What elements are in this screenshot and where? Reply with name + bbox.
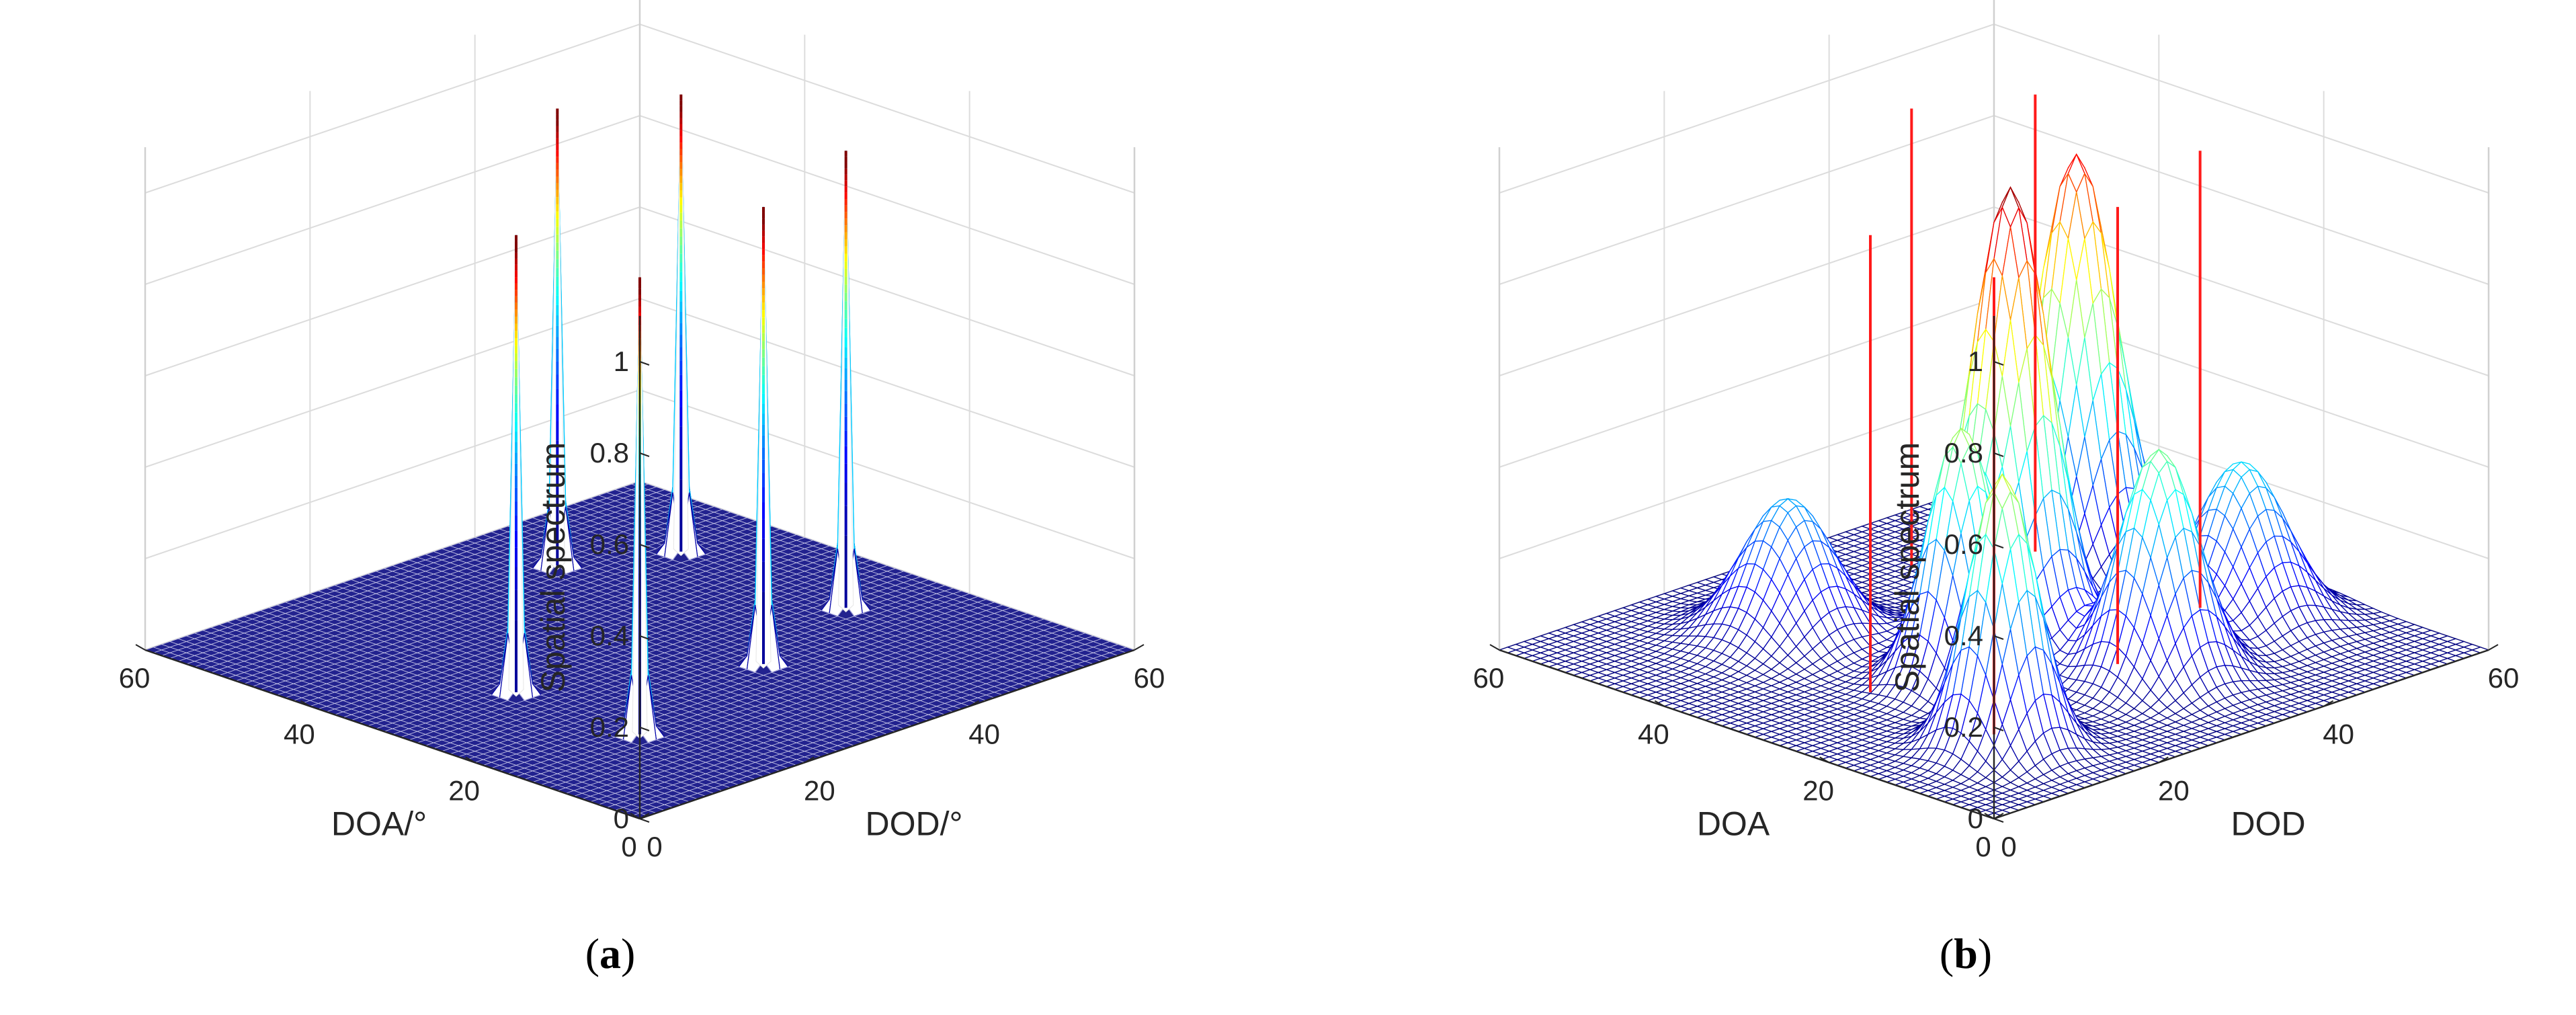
x-axis-label: DOA/° [331,805,427,843]
x-axis-label: DOA [1697,805,1770,843]
y-tick-label: 20 [804,774,835,806]
z-tick-label: 0 [1968,803,1983,834]
z-tick-label: 0.8 [1944,437,1983,469]
z-axis: 0 0.2 0.4 0.6 0.8 1 Spatial spectrum [534,316,650,834]
x-tick-label: 20 [1802,774,1834,806]
z-tick-label: 0.2 [590,711,629,743]
panel-caption: (b) [1940,930,1992,977]
peak-spikes [508,94,854,739]
z-axis-label: Spatial spectrum [534,442,572,692]
y-axis-label: DOD [2231,805,2305,843]
y-tick-label: 20 [2158,774,2190,806]
x-tick-label: 0 [1975,831,1991,862]
y-tick-label: 60 [1134,662,1165,694]
y-axis: 0 20 40 60 DOD [1993,644,2520,862]
x-tick-label: 40 [1638,719,1669,750]
y-tick-label: 60 [2488,662,2520,694]
y-axis: 0 20 40 60 DOD/° [639,644,1165,862]
panel-caption: (a) [585,930,636,977]
spike-1 [673,94,689,557]
y-axis-label: DOD/° [866,805,963,843]
z-tick-label: 1 [614,346,629,377]
spike-5 [508,235,524,697]
y-tick-label: 40 [2323,719,2354,750]
z-tick-label: 0.2 [1944,711,1983,743]
z-axis-label: Spatial spectrum [1888,442,1926,692]
y-tick-label: 0 [647,831,662,862]
spike-3 [838,151,854,612]
x-tick-label: 0 [621,831,636,862]
x-tick-label: 60 [1473,662,1505,694]
panel-a: 0 0.2 0.4 0.6 0.8 1 Spatial spectrum 0 20 40 60 DOA… [119,0,1165,977]
z-tick-label: 1 [1968,346,1983,377]
panel-b: 0 0.2 0.4 0.6 0.8 1 Spatial spectrum 0 20 40 60 DOA… [1288,0,2576,1015]
y-tick-label: 0 [2001,831,2016,862]
chart-b: 0 0.2 0.4 0.6 0.8 1 Spatial spectrum 0 20 40 60 DOA… [1473,0,2520,977]
chart-a: 0 0.2 0.4 0.6 0.8 1 Spatial spectrum 0 20 40 60 DOA… [119,0,1165,977]
x-tick-label: 60 [119,662,151,694]
z-tick-label: 0 [614,803,629,834]
z-tick-label: 0.8 [590,437,629,469]
x-axis: 0 20 40 60 DOA/° [119,644,640,862]
spike-2 [549,108,565,571]
x-axis: 0 20 40 60 DOA [1473,644,1995,862]
z-tick-label: 0.4 [590,620,629,651]
y-tick-label: 40 [968,719,1000,750]
z-tick-label: 0.6 [1944,528,1983,560]
x-tick-label: 20 [448,774,480,806]
z-tick-label: 0.4 [1944,620,1983,651]
z-tick-label: 0.6 [590,528,629,560]
spike-4 [755,206,772,669]
x-tick-label: 40 [284,719,315,750]
